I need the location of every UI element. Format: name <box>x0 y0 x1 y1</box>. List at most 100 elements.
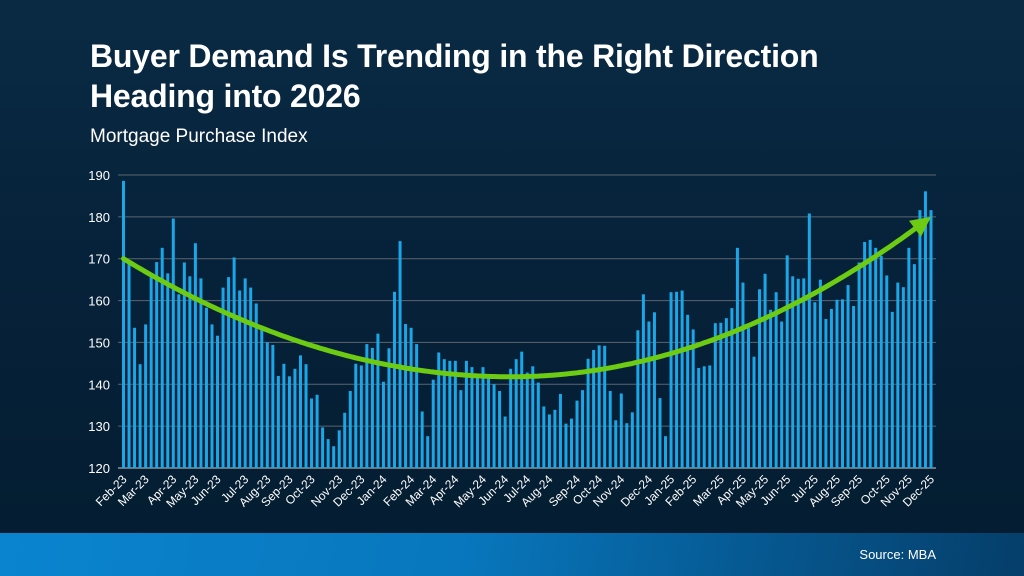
bar <box>227 277 231 468</box>
bar <box>724 318 728 468</box>
bar <box>127 262 131 468</box>
bar <box>542 406 546 468</box>
y-tick-label: 120 <box>88 461 110 476</box>
bar <box>558 393 562 468</box>
bar <box>359 365 363 468</box>
bar <box>420 411 424 468</box>
bar <box>160 247 164 468</box>
footer-band: Source: MBA <box>0 533 1024 576</box>
bar <box>459 390 463 468</box>
bar <box>448 360 452 468</box>
bar <box>348 390 352 468</box>
bar <box>271 344 275 468</box>
bar <box>835 299 839 468</box>
bar <box>431 379 435 468</box>
bar <box>171 218 175 468</box>
bar <box>658 398 662 468</box>
bar <box>597 345 601 468</box>
bar <box>326 439 330 468</box>
bar <box>453 360 457 468</box>
bar <box>575 400 579 468</box>
bar <box>647 321 651 468</box>
bar <box>204 307 208 468</box>
bar <box>298 355 302 468</box>
bar <box>525 372 529 468</box>
bar <box>464 360 468 468</box>
y-tick-label: 160 <box>88 294 110 309</box>
bar <box>923 191 927 468</box>
bar <box>652 312 656 468</box>
bar <box>265 342 269 468</box>
bar <box>321 427 325 468</box>
bar <box>199 278 203 468</box>
bar <box>155 262 159 468</box>
bar <box>426 436 430 468</box>
bar <box>354 363 358 468</box>
bar <box>796 278 800 468</box>
bar <box>498 390 502 468</box>
bar <box>702 366 706 468</box>
bar <box>276 375 280 468</box>
bar <box>177 294 181 468</box>
bar <box>680 290 684 468</box>
bar <box>829 308 833 468</box>
bar <box>569 418 573 468</box>
bar <box>912 264 916 468</box>
bar <box>437 352 441 468</box>
page-title: Buyer Demand Is Trending in the Right Di… <box>90 36 819 116</box>
bar <box>365 344 369 468</box>
bar <box>343 412 347 468</box>
bar <box>260 325 264 468</box>
bar <box>221 287 225 468</box>
bar <box>901 287 905 468</box>
chart-subtitle: Mortgage Purchase Index <box>90 126 308 147</box>
bar <box>442 359 446 468</box>
bar <box>730 308 734 468</box>
bar <box>868 239 872 468</box>
bar <box>686 314 690 468</box>
bar <box>669 292 673 468</box>
bar <box>752 356 756 468</box>
bar <box>243 278 247 468</box>
bar <box>780 321 784 468</box>
bar <box>509 368 513 468</box>
bar <box>404 324 408 468</box>
bar <box>182 262 186 468</box>
bar <box>166 273 170 468</box>
bar <box>791 276 795 468</box>
bar <box>547 414 551 468</box>
bar <box>586 358 590 468</box>
bar <box>713 323 717 468</box>
bar <box>238 290 242 468</box>
bar <box>520 351 524 468</box>
bar <box>741 282 745 468</box>
bar <box>232 257 236 468</box>
bar <box>763 273 767 468</box>
bar <box>531 366 535 468</box>
bar <box>758 289 762 468</box>
bar <box>492 384 496 468</box>
title-line-2: Heading into 2026 <box>90 78 361 114</box>
bar <box>381 381 385 468</box>
bar <box>890 311 894 468</box>
bar <box>879 255 883 468</box>
bar <box>287 376 291 468</box>
bar <box>310 398 314 468</box>
bar <box>514 359 518 468</box>
bar <box>918 210 922 468</box>
bar <box>254 303 258 468</box>
bar <box>487 377 491 468</box>
bar <box>337 430 341 468</box>
bar <box>746 328 750 468</box>
bar <box>415 344 419 468</box>
bar <box>503 416 507 468</box>
bar <box>708 365 712 468</box>
bar <box>332 446 336 468</box>
bar <box>807 213 811 468</box>
bar <box>846 285 850 468</box>
bar <box>188 276 192 468</box>
bar <box>592 349 596 468</box>
bar <box>138 364 142 468</box>
bar <box>874 247 878 468</box>
